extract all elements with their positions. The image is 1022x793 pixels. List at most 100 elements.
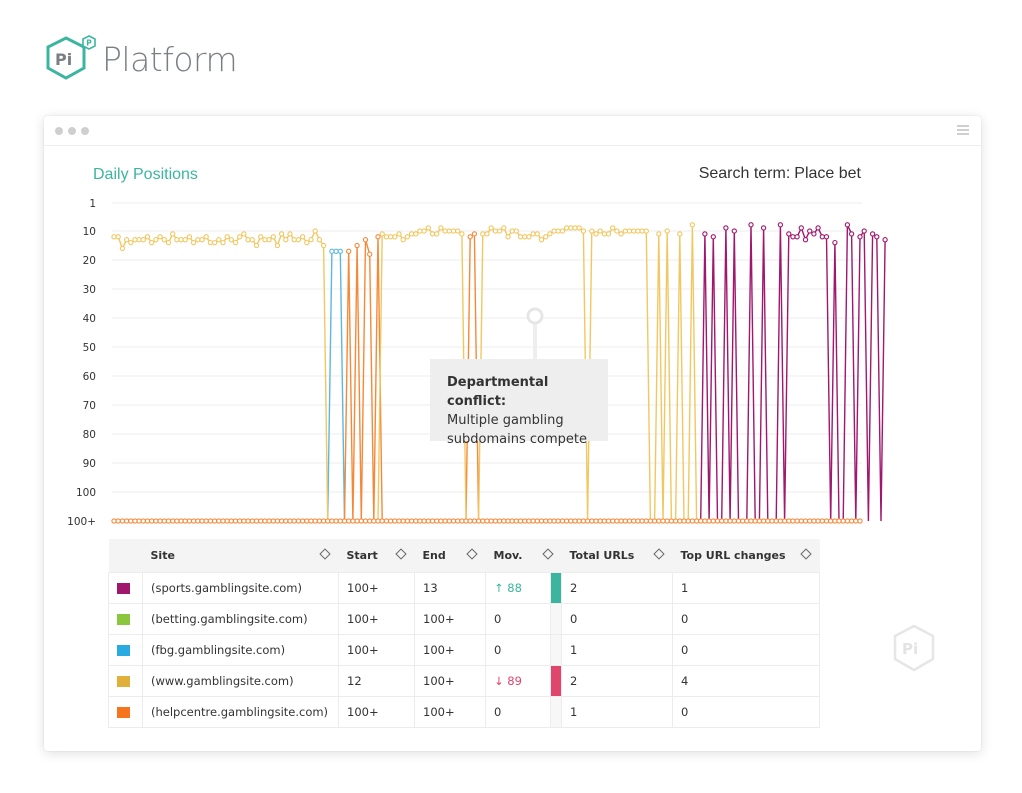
header-mov[interactable]: Mov. <box>485 539 562 572</box>
series-point <box>262 237 268 243</box>
baseline-point <box>672 518 679 524</box>
series-point <box>530 231 536 237</box>
hamburger-menu-icon[interactable] <box>957 125 969 136</box>
sort-diamond-icon[interactable] <box>799 548 812 560</box>
series-point <box>417 228 423 234</box>
row-end: 100+ <box>414 696 486 728</box>
series-point <box>505 234 511 240</box>
baseline-point <box>274 518 281 524</box>
series-point <box>522 234 528 240</box>
header-start[interactable]: Start <box>338 539 415 572</box>
table-row[interactable]: (fbg.gamblingsite.com) 100+ 100+ 0 1 0 <box>108 634 820 666</box>
brand-logo: Pi P Platform <box>44 34 238 84</box>
baseline-point <box>681 518 687 524</box>
series-point <box>195 237 201 243</box>
series-point <box>480 231 486 237</box>
row-top-url-changes: 0 <box>672 696 820 728</box>
baseline-point <box>848 518 855 524</box>
row-color-cell <box>108 696 143 728</box>
baseline-point <box>647 518 654 524</box>
series-point <box>320 242 327 249</box>
baseline-point <box>668 518 675 524</box>
baseline-point <box>735 518 742 524</box>
baseline-point <box>387 518 394 524</box>
sort-diamond-icon[interactable] <box>652 548 665 560</box>
y-tick-label: 60 <box>83 371 96 383</box>
baseline-point <box>396 518 402 524</box>
baseline-point <box>635 518 641 524</box>
mov-bar-cell <box>550 665 562 697</box>
series-point <box>848 231 855 237</box>
sort-diamond-icon[interactable] <box>394 548 407 560</box>
baseline-point <box>299 518 306 524</box>
baseline-point <box>199 518 205 524</box>
baseline-point <box>689 518 696 524</box>
window-dot-minimize[interactable] <box>68 127 76 135</box>
series-point <box>605 231 612 237</box>
baseline-point <box>203 518 209 524</box>
baseline-point <box>434 518 440 524</box>
series-point <box>446 228 452 234</box>
window-dot-close[interactable] <box>55 127 63 135</box>
baseline-point <box>756 518 763 524</box>
series-point <box>312 228 318 234</box>
series-point <box>362 237 369 243</box>
baseline-point <box>174 518 180 524</box>
y-tick-label: 40 <box>83 313 96 325</box>
row-mov: 0 <box>485 634 551 666</box>
baseline-point <box>115 518 121 524</box>
series-point <box>882 237 888 243</box>
sites-table: Site Start End Mov. Total URLs Top URL c… <box>108 539 820 728</box>
series-point <box>614 228 620 234</box>
baseline-point <box>547 518 553 524</box>
sort-diamond-icon[interactable] <box>465 548 478 560</box>
baseline-point <box>572 518 578 524</box>
mov-bar <box>551 572 561 603</box>
series-point <box>459 231 465 237</box>
callout-line-1: Multiple gambling <box>447 413 564 428</box>
table-row[interactable]: (sports.gamblingsite.com) 100+ 13 ↑ 88 2 1 <box>108 571 820 604</box>
mov-value: 0 <box>494 642 502 657</box>
baseline-point <box>744 518 750 524</box>
baseline-point <box>844 518 851 524</box>
series-point <box>224 234 230 240</box>
series-point <box>278 231 285 237</box>
series-point <box>266 237 272 243</box>
table-row[interactable]: (www.gamblingsite.com) 12 100+ ↓ 89 2 4 <box>108 665 820 697</box>
baseline-point <box>857 518 863 524</box>
callout-line-2: subdomains compete <box>447 432 587 447</box>
sort-diamond-icon[interactable] <box>541 548 554 560</box>
header-site[interactable]: Site <box>142 539 339 572</box>
series-point <box>689 222 696 228</box>
series-point <box>576 225 582 231</box>
series-point <box>777 222 784 228</box>
row-top-url-changes: 0 <box>672 603 820 635</box>
series-point <box>333 248 339 254</box>
baseline-point <box>702 518 708 524</box>
row-top-url-changes: 0 <box>672 634 820 666</box>
sort-diamond-icon[interactable] <box>318 548 331 560</box>
baseline-point <box>144 518 151 524</box>
svg-text:Pi: Pi <box>902 640 918 658</box>
baseline-point <box>580 518 587 524</box>
row-end: 100+ <box>414 665 486 697</box>
series-point <box>526 234 532 240</box>
header-top-url-changes[interactable]: Top URL changes <box>672 539 820 572</box>
baseline-point <box>421 518 427 524</box>
baseline-point <box>522 518 528 524</box>
baseline-point <box>543 518 549 524</box>
series-point <box>308 237 314 243</box>
series-point <box>517 234 524 240</box>
table-row[interactable]: (helpcentre.gamblingsite.com) 100+ 100+ 0 1 0 <box>108 696 820 728</box>
header-end[interactable]: End <box>414 539 486 572</box>
series-point <box>216 237 222 243</box>
baseline-point <box>136 518 142 524</box>
series-point <box>471 231 478 237</box>
series-point <box>128 239 134 246</box>
header-total-urls[interactable]: Total URLs <box>561 539 673 572</box>
window-dot-maximize[interactable] <box>81 127 89 135</box>
table-row[interactable]: (betting.gamblingsite.com) 100+ 100+ 0 0 0 <box>108 603 820 635</box>
series-point <box>643 228 649 234</box>
baseline-point <box>836 518 842 524</box>
